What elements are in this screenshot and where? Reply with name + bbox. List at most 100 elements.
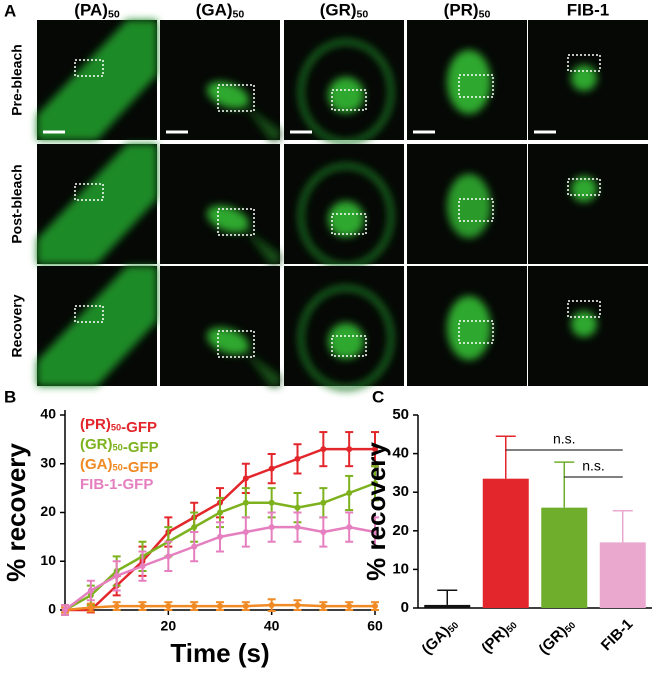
cell xyxy=(571,311,597,337)
data-point xyxy=(113,603,120,610)
micrograph xyxy=(160,144,280,264)
data-point xyxy=(294,455,301,462)
bleach-roi xyxy=(331,89,367,111)
cell-ring xyxy=(298,39,394,145)
tail xyxy=(245,105,280,140)
y-tick-label: 20 xyxy=(40,503,56,519)
micrograph xyxy=(528,144,648,264)
tail xyxy=(245,229,280,264)
data-point xyxy=(165,603,172,610)
bar xyxy=(424,604,471,608)
data-point xyxy=(242,499,249,506)
nucleolus xyxy=(328,77,364,113)
data-point xyxy=(87,587,94,594)
nucleolus xyxy=(447,50,491,114)
data-point xyxy=(268,524,275,531)
data-point xyxy=(320,499,327,506)
data-point xyxy=(372,529,378,535)
cell xyxy=(37,20,157,140)
data-point xyxy=(242,603,249,610)
legend-entry: FIB-1-GFP xyxy=(80,476,153,493)
micrograph xyxy=(284,20,404,145)
cell xyxy=(571,176,597,202)
micrograph xyxy=(160,20,280,140)
data-point xyxy=(294,504,301,511)
bleach-roi xyxy=(331,335,367,357)
cell xyxy=(571,65,597,91)
annotation: n.s. xyxy=(553,431,576,447)
legend-entry: (GR)50-GFP xyxy=(80,436,159,456)
x-axis-label: Time (s) xyxy=(170,638,269,668)
x-tick-label: 60 xyxy=(367,618,383,634)
micrograph xyxy=(284,144,404,269)
micrograph xyxy=(37,266,157,386)
cell xyxy=(37,144,157,264)
micrograph xyxy=(407,266,527,386)
panel-label: A xyxy=(4,1,16,20)
micrograph xyxy=(284,266,404,391)
data-point xyxy=(294,602,301,609)
data-point xyxy=(320,446,327,453)
bar xyxy=(599,542,646,608)
column-header: (PR)50 xyxy=(444,0,491,20)
row-label: Recovery xyxy=(9,294,25,357)
y-tick-label: 10 xyxy=(392,560,409,577)
x-tick-label: (GA)50 xyxy=(419,616,461,658)
legend-entry: (PR)50-GFP xyxy=(80,416,157,436)
data-point xyxy=(191,603,198,610)
bleach-roi xyxy=(458,320,494,344)
y-tick-label: 10 xyxy=(40,552,56,568)
legend-entry: (GA)50-GFP xyxy=(80,456,159,476)
bleach-roi xyxy=(567,178,601,196)
cell-body xyxy=(37,266,157,386)
cell xyxy=(37,266,157,386)
bleach-roi xyxy=(458,74,494,98)
data-point xyxy=(320,603,327,610)
nucleolus xyxy=(447,296,491,360)
bleach-roi xyxy=(458,198,494,222)
data-point xyxy=(372,446,378,453)
bleach-roi xyxy=(217,330,255,358)
nucleolus xyxy=(447,174,491,238)
column-header: (GR)50 xyxy=(320,0,369,20)
data-point xyxy=(242,529,249,535)
data-point xyxy=(217,533,223,540)
column-header: FIB-1 xyxy=(567,0,610,19)
data-point xyxy=(294,524,301,531)
cell-body xyxy=(37,144,157,264)
bar xyxy=(541,507,588,608)
y-tick-label: 40 xyxy=(40,406,56,422)
bleach-roi xyxy=(567,300,601,318)
data-point xyxy=(165,553,172,560)
bleach-roi xyxy=(74,305,104,323)
data-point xyxy=(242,475,249,482)
data-point xyxy=(217,603,223,610)
data-point xyxy=(139,603,146,610)
data-point xyxy=(139,563,146,570)
image-bg xyxy=(528,144,648,264)
cell xyxy=(447,50,491,114)
data-point xyxy=(217,509,223,516)
cell xyxy=(447,296,491,360)
nucleolus xyxy=(571,176,597,202)
panel-label: C xyxy=(372,387,384,406)
data-point xyxy=(268,499,275,506)
bleach-roi xyxy=(217,84,255,112)
y-tick-label: 0 xyxy=(48,601,56,617)
micrograph xyxy=(37,20,157,140)
x-tick-label: (PR)50 xyxy=(478,616,519,657)
x-tick-label: FIB-1 xyxy=(598,616,637,655)
micrograph xyxy=(407,144,527,264)
data-point xyxy=(268,465,275,472)
column-header: (PA)50 xyxy=(74,0,120,20)
y-tick-label: 0 xyxy=(401,599,409,616)
y-axis-label: % recovery xyxy=(1,443,31,582)
cell xyxy=(298,285,394,391)
micrograph xyxy=(407,20,527,140)
bleach-roi xyxy=(567,54,601,72)
y-axis-label: % recovery xyxy=(361,442,391,581)
x-tick-label: 40 xyxy=(264,618,280,634)
data-point xyxy=(113,572,120,579)
nucleolus xyxy=(328,323,364,359)
